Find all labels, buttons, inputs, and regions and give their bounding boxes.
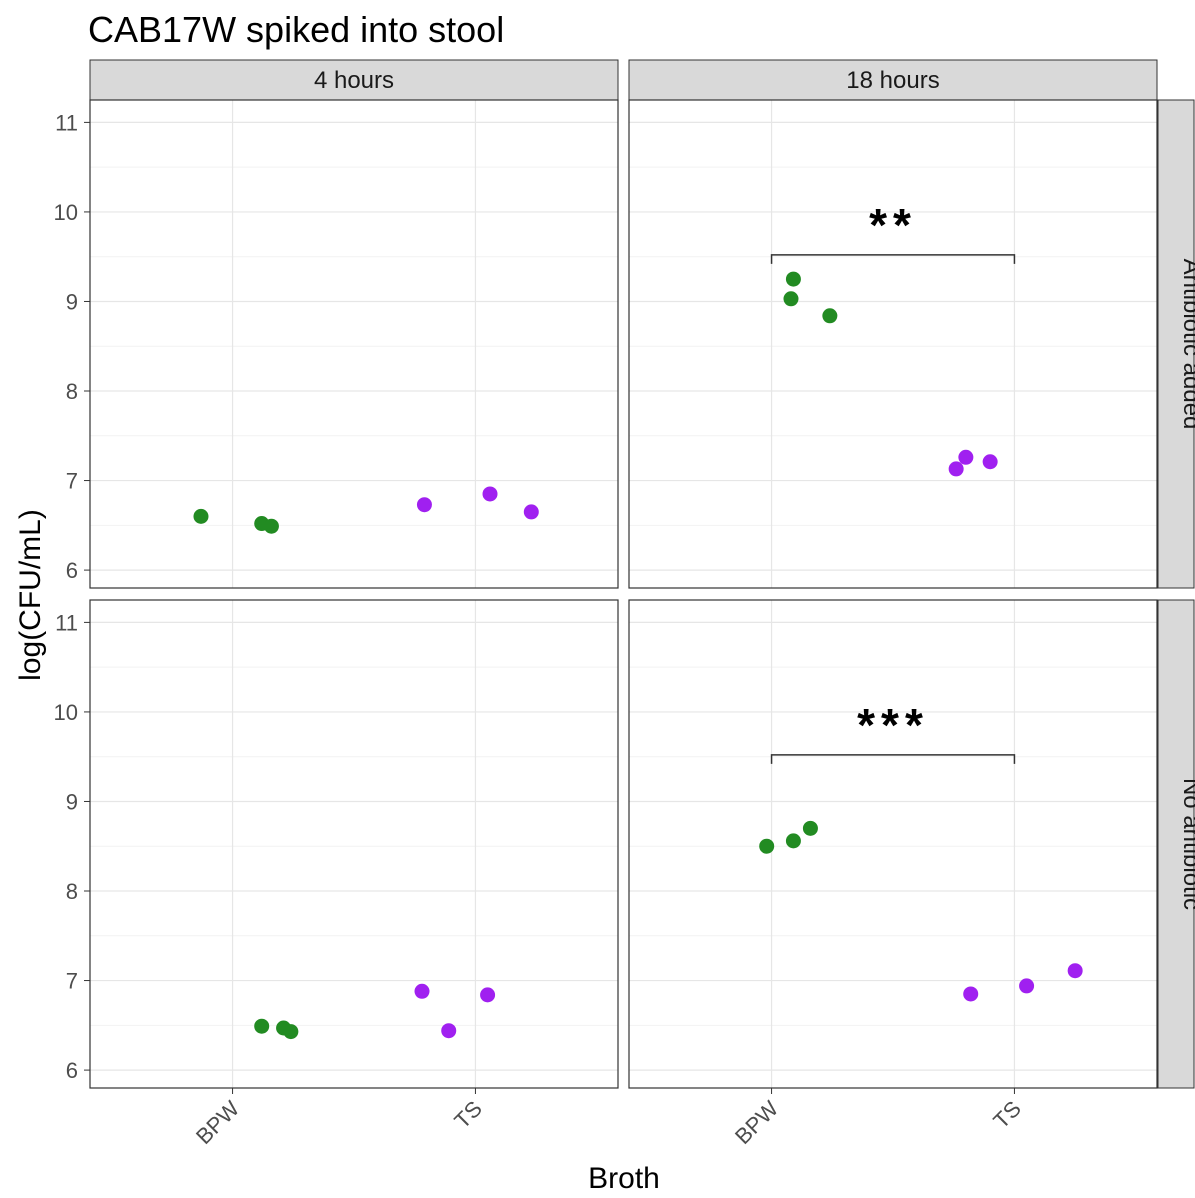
y-tick-label: 8: [66, 379, 78, 404]
panel-background: [629, 100, 1157, 588]
facet-strip-label: 4 hours: [314, 67, 394, 94]
y-tick-label: 9: [66, 289, 78, 314]
data-point: [982, 454, 998, 470]
data-point: [193, 508, 209, 524]
data-point: [480, 987, 496, 1003]
facet-strip-label: 18 hours: [846, 67, 939, 94]
data-point: [482, 486, 498, 502]
data-point: [441, 1023, 457, 1039]
panel-border: [628, 599, 1158, 1089]
y-tick-label: 10: [54, 200, 78, 225]
data-point: [414, 983, 430, 999]
x-tick-label: TS: [988, 1096, 1026, 1134]
facet-strip-label: No antibiotic: [1178, 778, 1195, 910]
data-point: [822, 308, 838, 324]
x-tick-label: BPW: [191, 1096, 244, 1149]
facet-panel: [89, 99, 619, 589]
facet-panel: **: [628, 99, 1158, 589]
panel-background: [629, 600, 1157, 1088]
y-tick-label: 8: [66, 879, 78, 904]
panel-border: [89, 99, 619, 589]
data-point: [783, 291, 799, 307]
y-tick-label: 10: [54, 700, 78, 725]
panel-background: [90, 100, 618, 588]
data-point: [523, 504, 539, 520]
data-point: [963, 986, 979, 1002]
data-point: [785, 833, 801, 849]
x-tick-label: TS: [449, 1096, 487, 1134]
data-point: [263, 518, 279, 534]
y-tick-label: 6: [66, 558, 78, 583]
panel-border: [628, 99, 1158, 589]
significance-label: ***: [857, 699, 929, 751]
facet-panel: [89, 599, 619, 1089]
facet-strip-row: [1157, 99, 1195, 589]
data-point: [416, 497, 432, 513]
chart-title: CAB17W spiked into stool: [88, 9, 504, 50]
significance-bracket: [770, 254, 1016, 264]
facet-panel: ***: [628, 599, 1158, 1089]
data-point: [1019, 978, 1035, 994]
data-point: [802, 820, 818, 836]
data-point: [283, 1024, 299, 1040]
data-point: [254, 1018, 270, 1034]
data-point: [1067, 963, 1083, 979]
y-tick-label: 11: [55, 110, 78, 135]
y-axis-title: log(CFU/mL): [14, 509, 47, 681]
x-axis-title: Broth: [588, 1162, 660, 1195]
y-tick-label: 6: [66, 1058, 78, 1083]
y-tick-label: 7: [66, 969, 78, 994]
significance-bracket: [770, 754, 1016, 764]
panel-border: [89, 599, 619, 1089]
facet-strip-row: [1157, 599, 1195, 1089]
data-point: [785, 271, 801, 287]
x-tick-label: BPW: [730, 1096, 783, 1149]
significance-label: **: [869, 199, 917, 251]
facet-strip-label: Antibiotic added: [1178, 259, 1195, 430]
y-tick-label: 9: [66, 789, 78, 814]
panel-background: [90, 600, 618, 1088]
data-point: [948, 461, 964, 477]
facet-strip-column: [89, 59, 619, 101]
panels-layer: 4 hours 18 hours Antibiotic added No antibi…: [54, 59, 1195, 1149]
y-tick-label: 11: [55, 610, 78, 635]
data-point: [759, 838, 775, 854]
y-tick-label: 7: [66, 469, 78, 494]
data-point: [958, 449, 974, 465]
facet-strip-column: [628, 59, 1158, 101]
